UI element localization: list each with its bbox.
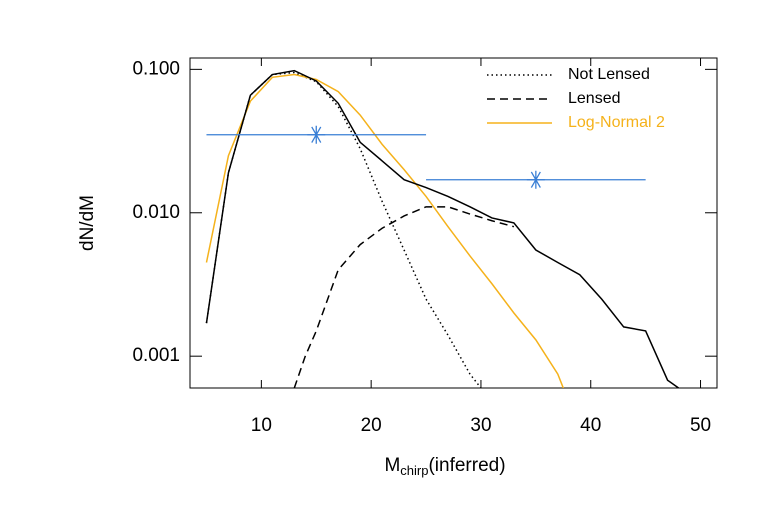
x-tick-label: 10	[251, 415, 272, 436]
x-tick-label: 40	[580, 415, 601, 436]
series-line	[205, 69, 680, 388]
point-star	[307, 125, 326, 144]
series-line	[205, 71, 482, 388]
y-axis-label: dN/dM	[77, 195, 98, 251]
x-axis-label: Mchirp(inferred)	[384, 455, 505, 478]
x-tick-label: 20	[361, 415, 382, 436]
series-line	[205, 73, 564, 388]
x-label-main: M	[384, 455, 400, 476]
plot-frame	[189, 57, 718, 389]
legend: Not Lensed Lensed Log-Normal 2	[487, 66, 665, 131]
y-tick-label: 0.010	[132, 202, 180, 223]
point-star	[526, 170, 545, 189]
x-tick-label: 30	[470, 415, 491, 436]
y-tick-label: 0.100	[132, 58, 180, 79]
legend-label: Log-Normal 2	[568, 114, 665, 131]
legend-label: Lensed	[568, 90, 621, 107]
series-line	[293, 206, 515, 388]
y-tick-label: 0.001	[132, 345, 180, 366]
legend-label: Not Lensed	[568, 66, 650, 83]
x-label-rest: (inferred)	[428, 455, 505, 476]
x-tick-label: 50	[690, 415, 711, 436]
x-label-sub: chirp	[400, 463, 428, 478]
